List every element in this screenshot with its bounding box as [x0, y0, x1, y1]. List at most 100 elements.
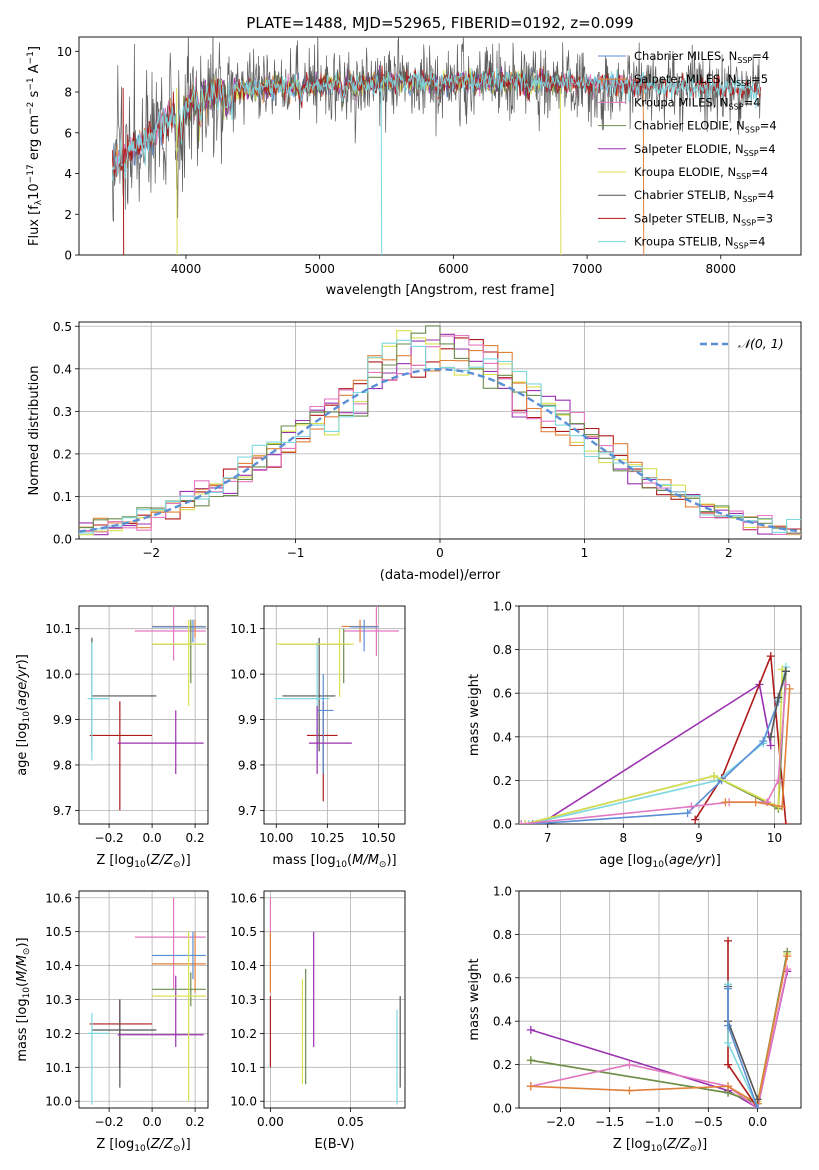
- label-part: age [log: [15, 723, 30, 776]
- y-tick-label: 10.0: [230, 668, 257, 682]
- x-tick-label: 8: [620, 831, 628, 845]
- x-tick-label: −0.2: [95, 831, 124, 845]
- weight-marker: [724, 1021, 733, 1030]
- y-tick-label: 0.0: [493, 1102, 512, 1116]
- y-tick-label: 1.0: [493, 885, 512, 899]
- spectrum-drop-line: [122, 87, 125, 255]
- legend-label-tail: =4: [749, 235, 766, 249]
- y-label-part: erg cm: [27, 115, 42, 164]
- y-label-part: s: [27, 90, 42, 101]
- legend-label: Kroupa ELODIE, NSSP=4: [634, 165, 768, 181]
- y-label-part: Flux [f: [27, 205, 42, 246]
- histogram-series: [79, 330, 801, 536]
- label-part: ⊙: [173, 1144, 181, 1154]
- axes-frame: [78, 890, 209, 1109]
- x-tick-label: 0.2: [186, 1115, 205, 1129]
- x-axis-label: Z [log10(Z/Z⊙)]: [613, 1137, 707, 1154]
- label-part: 10: [336, 860, 348, 870]
- x-tick-label: 0.05: [337, 1115, 364, 1129]
- legend-label-main: Salpeter STELIB, N: [634, 211, 741, 225]
- weight-series-line: [532, 671, 787, 824]
- weight_vs_Z-panel: −2.0 −1.5 −1.0 −0.5 0.0 0.0 0.2 0.4 0.6 0.8 1.0 Z […: [467, 885, 802, 1154]
- weight-marker: [521, 820, 530, 824]
- weight-marker: [721, 798, 730, 807]
- x-axis-label: (data-model)/error: [380, 568, 501, 583]
- weight-marker: [778, 802, 787, 811]
- y-tick-label: 10.4: [45, 959, 72, 973]
- y-tick-label: 0.4: [53, 362, 72, 376]
- label-part: M/M: [15, 955, 30, 982]
- errorbars: [274, 606, 399, 802]
- y-tick-label: 9.9: [53, 713, 72, 727]
- y-tick-label: 8: [64, 86, 72, 100]
- x-tick-label: 0.0: [143, 831, 162, 845]
- label-part: mass [log: [15, 998, 30, 1061]
- label-part: )]: [181, 853, 191, 868]
- weight-marker: [625, 1060, 634, 1069]
- residuals-panel: −2 −1 0 1 2 0.0 0.1 0.2 0.3 0.4 0.5 𝒩(0, 1) (data-mo…: [27, 320, 802, 583]
- legend-label: Chabrier ELODIE, NSSP=4: [634, 119, 777, 135]
- label-part: )]: [15, 937, 30, 947]
- y-tick-label: 10.1: [45, 622, 72, 636]
- y-tick-label: 10.3: [45, 993, 72, 1007]
- label-part: (: [146, 1137, 151, 1152]
- mass_vs_Z-panel: −0.2 0.0 0.2 10.0 10.1 10.2 10.3 10.4 10.5 10.6 Z …: [15, 890, 209, 1154]
- label-part: Z/Z: [150, 1137, 174, 1152]
- label-part: )]: [697, 1137, 707, 1152]
- weight-series-line: [694, 655, 787, 824]
- label-part: Z/Z: [150, 853, 174, 868]
- x-tick-label: 0.2: [186, 831, 205, 845]
- axes-frame: [263, 890, 406, 1109]
- legend-label-sub: SSP: [742, 195, 757, 204]
- label-part: 10: [22, 987, 32, 999]
- legend-label-main: Kroupa MILES, N: [634, 95, 729, 109]
- x-tick-label: −1.5: [595, 1115, 624, 1129]
- label-part: ⊙: [379, 860, 387, 870]
- y-axis-label: Normed distribution: [27, 366, 42, 496]
- axes-frame: [263, 605, 406, 825]
- errorbars: [87, 897, 206, 1105]
- y-tick-label: 0.8: [493, 643, 512, 657]
- spectrum-lines: [111, 37, 762, 255]
- weight-series-line: [524, 669, 783, 824]
- weight-marker: [710, 772, 719, 781]
- label-part: 10: [22, 711, 32, 723]
- x-tick-label: 1: [581, 546, 589, 560]
- label-part: M/M: [352, 853, 379, 868]
- x-axis-label: mass [log10(M/M⊙)]: [272, 853, 396, 870]
- x-tick-label: 9: [695, 831, 703, 845]
- y-tick-label: 9.7: [53, 804, 72, 818]
- label-part: 10: [651, 1144, 663, 1154]
- label-part: )]: [711, 853, 721, 868]
- y-label-part: −1: [26, 51, 36, 64]
- weight-marker: [753, 1104, 762, 1108]
- legend-label-tail: =4: [744, 95, 761, 109]
- weight-marker: [774, 693, 783, 702]
- label-part: (: [664, 853, 669, 868]
- x-axis-label: Z [log10(Z/Z⊙)]: [96, 1137, 190, 1154]
- weight-marker: [781, 667, 790, 676]
- legend-label-main: Kroupa ELODIE, N: [634, 165, 736, 179]
- y-axis-label: Flux [fλ10−17 erg cm−2 s−1 A−1]: [26, 46, 44, 246]
- x-tick-label: 7000: [572, 262, 603, 276]
- x-tick-label: 10.25: [310, 831, 344, 845]
- legend-label-sub: SSP: [744, 149, 759, 158]
- x-axis-label: E(B-V): [314, 1137, 354, 1152]
- y-tick-label: 9.8: [53, 758, 72, 772]
- legend-label-main: Kroupa STELIB, N: [634, 235, 734, 249]
- weight-marker: [526, 1056, 535, 1065]
- axes-frame: [78, 36, 802, 256]
- legend-label: Chabrier STELIB, NSSP=4: [634, 188, 774, 204]
- legend-label-tail: =5: [751, 72, 768, 86]
- x-axis-label: wavelength [Angstrom, rest frame]: [326, 283, 555, 298]
- axes-frame: [518, 605, 802, 825]
- weight-marker: [724, 1082, 733, 1091]
- label-part: mass [log: [272, 853, 335, 868]
- y-tick-label: 10.0: [45, 1095, 72, 1109]
- x-tick-label: 5000: [304, 262, 335, 276]
- weight-marker: [766, 652, 775, 661]
- legend-label: 𝒩(0, 1): [738, 336, 784, 351]
